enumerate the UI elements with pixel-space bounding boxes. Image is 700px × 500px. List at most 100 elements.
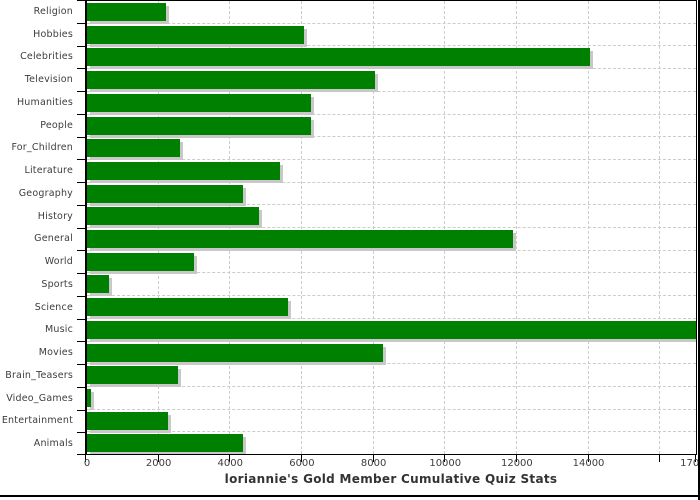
- y-axis-tick: [77, 182, 85, 183]
- category-label: Television: [24, 74, 73, 86]
- y-axis-tick: [77, 319, 85, 320]
- x-tick-label: 10000: [429, 458, 462, 469]
- category-label: General: [34, 233, 73, 245]
- category-label: Science: [34, 301, 73, 313]
- bar: [87, 184, 243, 203]
- category-label: Geography: [18, 187, 73, 199]
- category-row: [87, 319, 696, 342]
- x-axis-tick: [695, 455, 696, 462]
- x-tick-label: 0: [83, 458, 91, 469]
- category-row: [87, 160, 696, 183]
- x-axis-tick: [444, 455, 446, 462]
- y-axis-tick: [77, 46, 85, 47]
- y-axis-tick: [77, 296, 85, 297]
- bar: [87, 434, 243, 453]
- category-row: [87, 387, 696, 410]
- y-axis-tick: [77, 91, 85, 92]
- category-row: [87, 364, 696, 387]
- category-label: Video_Games: [6, 392, 73, 404]
- category-row: [87, 92, 696, 115]
- bar: [87, 48, 591, 67]
- x-axis-tick: [587, 455, 589, 462]
- y-axis-tick: [77, 410, 85, 411]
- bar: [87, 252, 195, 271]
- category-label: People: [40, 119, 73, 131]
- y-axis-tick: [77, 364, 85, 365]
- category-row: [87, 296, 696, 319]
- category-label: For_Children: [11, 142, 73, 154]
- y-axis-tick: [77, 205, 85, 206]
- bar: [87, 230, 514, 249]
- plot-inner: [87, 1, 696, 454]
- y-axis-tick: [77, 23, 85, 24]
- category-label: Hobbies: [33, 28, 73, 40]
- category-label: Celebrities: [20, 51, 73, 63]
- category-label: History: [37, 210, 73, 222]
- category-row: [87, 69, 696, 92]
- category-row: [87, 24, 696, 47]
- bar: [87, 139, 181, 158]
- y-axis-tick: [77, 68, 85, 69]
- bar: [87, 388, 91, 407]
- bar: [87, 298, 288, 317]
- x-tick-label: 8000: [360, 458, 387, 469]
- category-row: [87, 342, 696, 365]
- bar-rows: [87, 1, 696, 454]
- bar: [87, 3, 166, 21]
- category-label: Music: [44, 324, 73, 336]
- bar: [87, 161, 281, 180]
- chart-title: loriannie's Gold Member Cumulative Quiz …: [224, 472, 558, 486]
- x-tick-label: 6000: [289, 458, 315, 469]
- y-axis-tick: [77, 0, 85, 1]
- bar: [87, 71, 376, 90]
- category-row: [87, 183, 696, 206]
- x-axis-tick: [659, 455, 661, 462]
- y-axis-tick: [77, 341, 85, 342]
- category-label: Brain_Teasers: [5, 369, 73, 381]
- x-tick-label: 2000: [145, 458, 172, 469]
- category-row: [87, 410, 696, 433]
- x-axis-tick: [515, 455, 517, 462]
- bar: [87, 411, 169, 430]
- bottom-rule: [0, 495, 698, 497]
- category-row: [87, 46, 696, 70]
- category-row: [87, 137, 696, 160]
- y-axis-tick: [77, 228, 85, 229]
- category-label: Sports: [41, 278, 73, 290]
- x-axis-tick: [229, 455, 231, 462]
- x-tick-label: 4000: [217, 458, 244, 469]
- category-row: [87, 251, 696, 274]
- x-tick-label: 14000: [572, 458, 605, 469]
- category-row: [87, 273, 696, 297]
- x-axis-tick: [300, 455, 302, 462]
- category-row: [87, 1, 696, 24]
- bar: [87, 207, 259, 226]
- category-row: [87, 432, 696, 454]
- category-row: [87, 228, 696, 251]
- plot-area: [85, 0, 697, 455]
- category-row: [87, 115, 696, 138]
- bar: [87, 343, 383, 362]
- x-tick-label: 17000: [680, 458, 700, 469]
- y-axis-tick: [77, 137, 85, 138]
- bar: [87, 93, 311, 112]
- category-label: Animals: [33, 438, 73, 450]
- category-label: World: [44, 256, 73, 268]
- y-axis-tick: [77, 114, 85, 115]
- category-label: Religion: [33, 5, 73, 17]
- category-label: Humanities: [16, 96, 73, 108]
- bar: [87, 366, 179, 385]
- x-tick-label: 12000: [500, 458, 533, 469]
- y-axis-tick: [77, 387, 85, 388]
- category-row: [87, 205, 696, 229]
- bar: [87, 320, 696, 339]
- x-axis-tick-labels: 0 2000 4000 6000 8000 10000 12000 14000 17000: [0, 458, 700, 471]
- x-axis-tick: [85, 455, 86, 462]
- category-label: Literature: [24, 165, 73, 177]
- y-axis-tick: [77, 250, 85, 251]
- category-label: Entertainment: [1, 415, 73, 427]
- bar: [87, 275, 110, 294]
- y-axis-labels: Religion Hobbies Celebrities Television Huma…: [0, 0, 73, 455]
- y-axis-tick: [77, 432, 85, 433]
